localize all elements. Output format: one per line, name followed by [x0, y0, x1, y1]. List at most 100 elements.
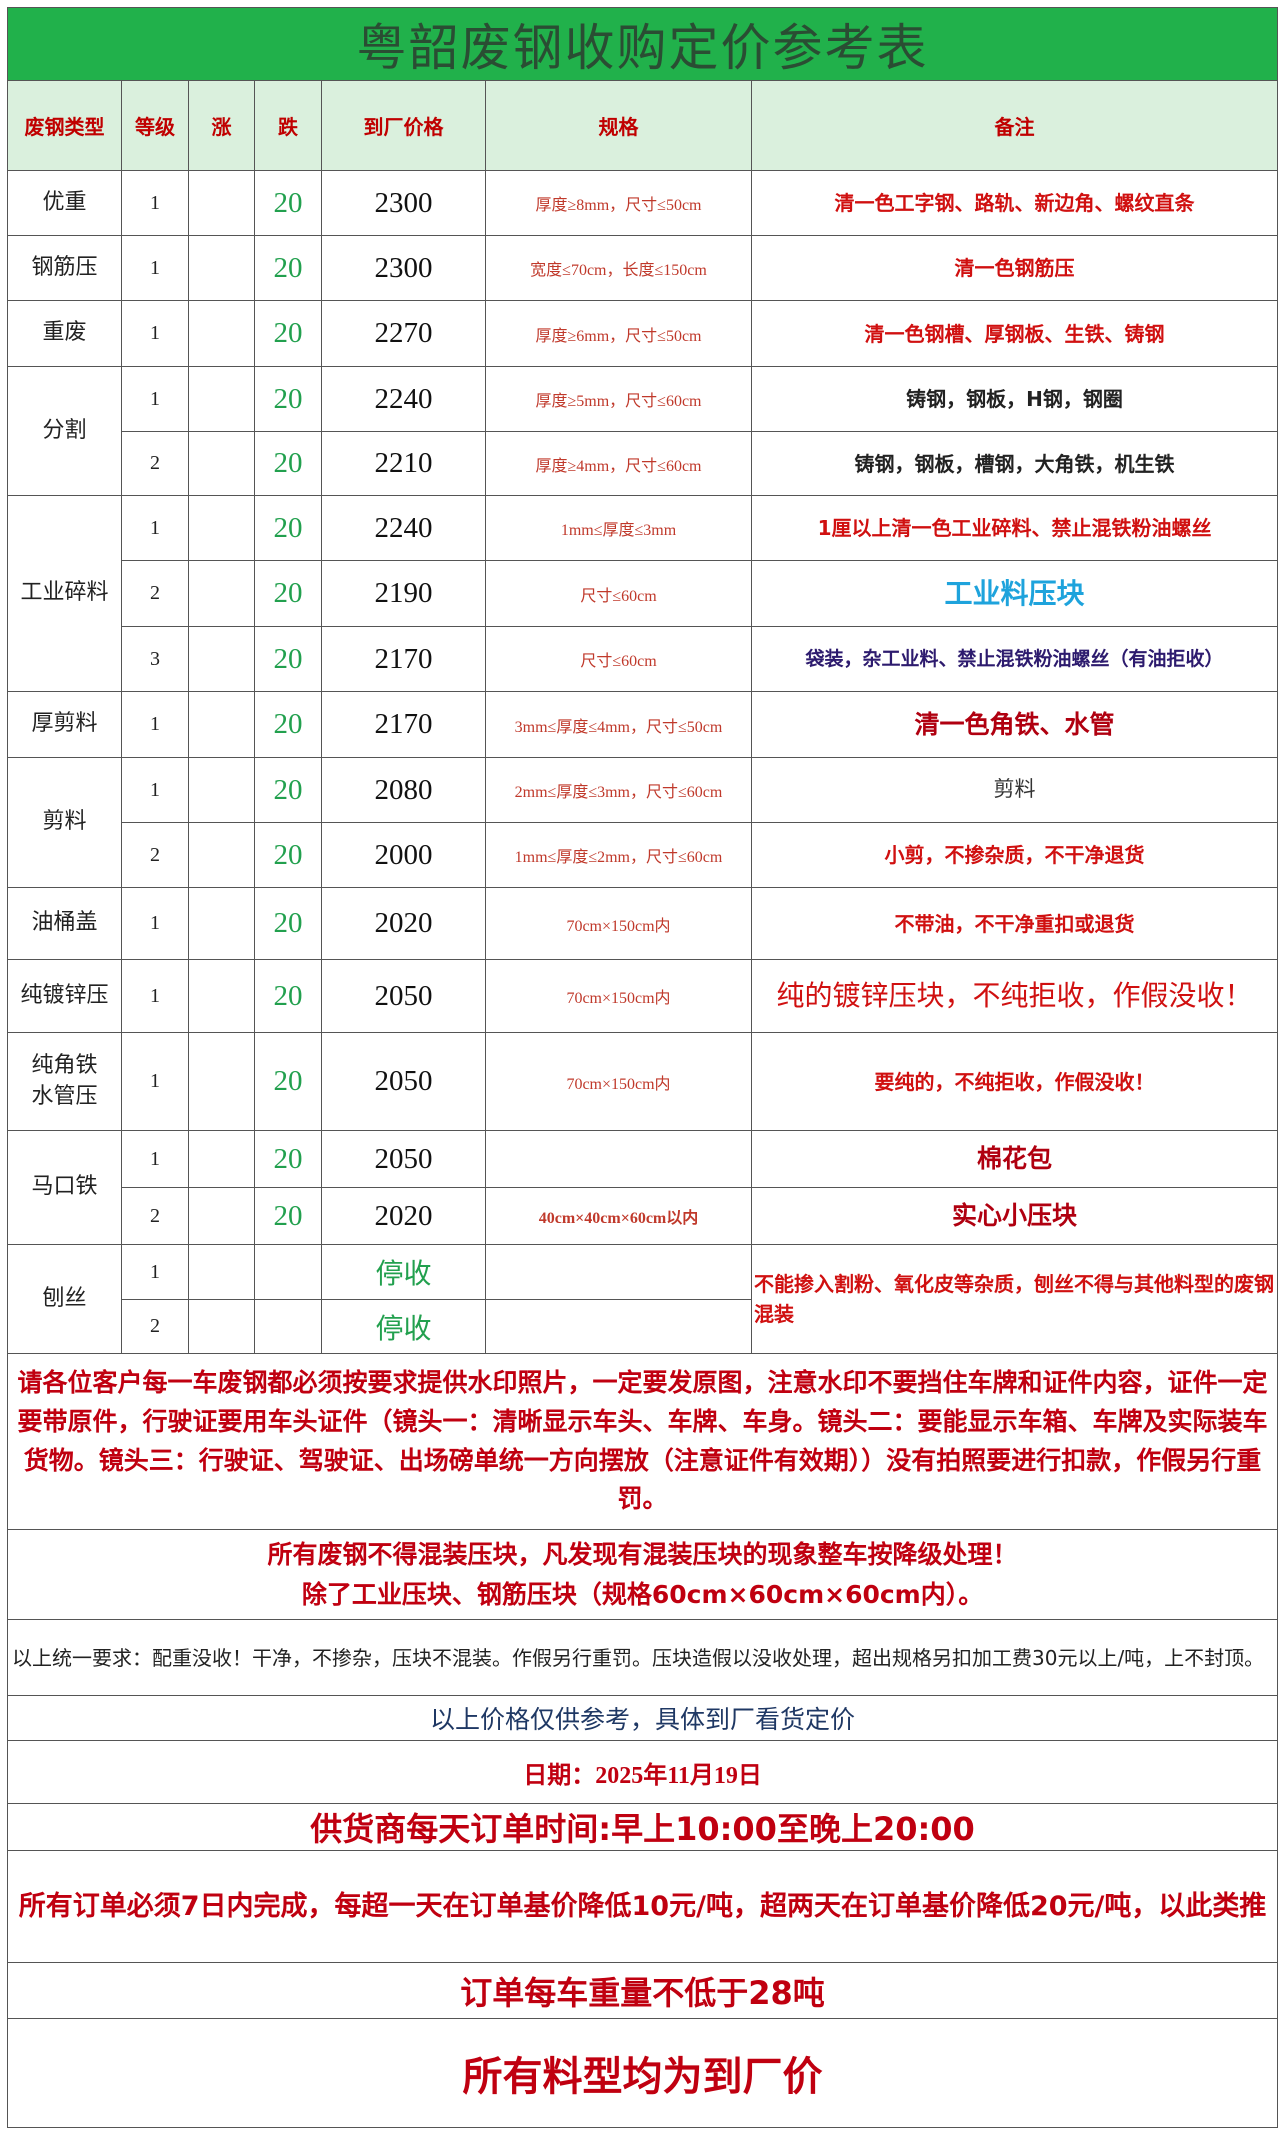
specification: [485, 1244, 752, 1300]
specification: 宽度≤70cm，长度≤150cm: [485, 235, 752, 301]
scrap-type: 油桶盖: [7, 887, 122, 960]
table-row: 厚剪料 1 20 2170 3mm≤厚度≤4mm，尺寸≤50cm 清一色角铁、水管: [7, 691, 1279, 758]
grade: 1: [121, 1130, 189, 1188]
remark: 袋装，杂工业料、禁止混铁粉油螺丝（有油拒收）: [750, 626, 1279, 692]
grade: 2: [121, 1187, 189, 1245]
factory-price: 2210: [321, 431, 486, 496]
remark: 剪料: [750, 757, 1279, 823]
scrap-type: 重废: [7, 300, 122, 367]
specification: [485, 1130, 752, 1188]
factory-price: 2170: [321, 691, 486, 758]
table-row: 剪料 1 20 2080 2mm≤厚度≤3mm，尺寸≤60cm 剪料: [7, 757, 1279, 888]
table-row: 分割 1 20 2240 厚度≥5mm，尺寸≤60cm 铸钢，钢板，H钢，钢圈: [7, 366, 1279, 496]
rise-value: [188, 691, 255, 758]
specification: 70cm×150cm内: [485, 959, 752, 1033]
scrap-type: 钢筋压: [7, 235, 122, 301]
specification: 厚度≥5mm，尺寸≤60cm: [485, 366, 752, 432]
scrap-type: 剪料: [7, 757, 122, 888]
specification: 70cm×150cm内: [485, 1032, 752, 1131]
order-hours: 供货商每天订单时间:早上10:00至晚上20:00: [6, 1803, 1279, 1851]
header-note: 备注: [750, 80, 1279, 171]
factory-price: 2000: [321, 822, 486, 888]
specification: 厚度≥8mm，尺寸≤50cm: [485, 170, 752, 236]
grade: 1: [121, 959, 189, 1033]
unified-requirements: 以上统一要求：配重没收！干净，不掺杂，压块不混装。作假另行重罚。压块造假以没收处…: [6, 1619, 1279, 1696]
factory-price: 2240: [321, 495, 486, 561]
factory-price-notice: 所有料型均为到厂价: [6, 2018, 1279, 2128]
rise-value: [188, 560, 255, 627]
factory-price: 2190: [321, 560, 486, 627]
remark: 清一色工字钢、路轨、新边角、螺纹直条: [750, 170, 1279, 236]
reference-notice: 以上价格仅供参考，具体到厂看货定价: [6, 1695, 1279, 1741]
table-row: 油桶盖 1 20 2020 70cm×150cm内 不带油，不干净重扣或退货: [7, 887, 1279, 960]
remark: 不能掺入割粉、氧化皮等杂质，刨丝不得与其他料型的废钢混装: [750, 1244, 1279, 1354]
grade: 1: [121, 1032, 189, 1131]
table-row: 钢筋压 1 20 2300 宽度≤70cm，长度≤150cm 清一色钢筋压: [7, 235, 1279, 301]
grade: 2: [121, 822, 189, 888]
fall-value: 20: [254, 887, 322, 960]
page-title: 粤韶废钢收购定价参考表: [6, 7, 1279, 81]
fall-value: 20: [254, 822, 322, 888]
specification: 70cm×150cm内: [485, 887, 752, 960]
grade: 1: [121, 495, 189, 561]
factory-price: 2170: [321, 626, 486, 692]
factory-price: 2270: [321, 300, 486, 367]
rise-value: [188, 626, 255, 692]
grade: 1: [121, 887, 189, 960]
grade: 1: [121, 691, 189, 758]
table-row: 2 20 2000 1mm≤厚度≤2mm，尺寸≤60cm 小剪，不掺杂质，不干净退货: [8, 822, 1279, 888]
table-row: 刨丝 1 停收 不能掺入割粉、氧化皮等杂质，刨丝不得与其他料型的废钢混装: [7, 1244, 1279, 1354]
remark: 清一色钢槽、厚钢板、生铁、铸钢: [750, 300, 1279, 367]
remark: 铸钢，钢板，H钢，钢圈: [750, 366, 1279, 432]
table-row: 纯角铁 水管压 1 20 2050 70cm×150cm内 要纯的，不纯拒收，作假没收！: [7, 1032, 1279, 1131]
header-price: 到厂价格: [321, 80, 486, 171]
factory-price: 2080: [321, 757, 486, 823]
rise-value: [188, 366, 255, 432]
fall-value: 20: [254, 959, 322, 1033]
header-rise: 涨: [188, 80, 255, 171]
fall-value: [254, 1299, 322, 1354]
fall-value: 20: [254, 495, 322, 561]
header-fall: 跌: [254, 80, 322, 171]
rise-value: [188, 757, 255, 823]
specification: 1mm≤厚度≤2mm，尺寸≤60cm: [485, 822, 752, 888]
factory-price: 2240: [321, 366, 486, 432]
rise-value: [188, 959, 255, 1033]
remark: 工业料压块: [750, 560, 1279, 627]
remark: 小剪，不掺杂质，不干净退货: [750, 822, 1279, 888]
remark: 要纯的，不纯拒收，作假没收！: [750, 1032, 1279, 1131]
factory-price: 2300: [321, 235, 486, 301]
header-type: 废钢类型: [7, 80, 122, 171]
rise-value: [188, 235, 255, 301]
specification: 尺寸≤60cm: [485, 560, 752, 627]
table-row: 工业碎料 1 20 2240 1mm≤厚度≤3mm 1厘以上清一色工业碎料、禁止混铁粉油螺…: [7, 495, 1279, 692]
specification: 厚度≥6mm，尺寸≤50cm: [485, 300, 752, 367]
rise-value: [188, 170, 255, 236]
remark: 棉花包: [750, 1130, 1279, 1188]
table-row: 重废 1 20 2270 厚度≥6mm，尺寸≤50cm 清一色钢槽、厚钢板、生铁、铸钢: [7, 300, 1279, 367]
specification: 40cm×40cm×60cm以内: [485, 1187, 752, 1245]
grade: 2: [121, 431, 189, 496]
specification: 尺寸≤60cm: [485, 626, 752, 692]
remark: 1厘以上清一色工业碎料、禁止混铁粉油螺丝: [750, 495, 1279, 561]
fall-value: [254, 1244, 322, 1300]
factory-price: 2050: [321, 1032, 486, 1131]
order-deadline: 所有订单必须7日内完成，每超一天在订单基价降低10元/吨，超两天在订单基价降低2…: [6, 1850, 1279, 1963]
factory-price: 停收: [321, 1244, 486, 1300]
factory-price: 2300: [321, 170, 486, 236]
remark: 清一色角铁、水管: [750, 691, 1279, 758]
specification: 3mm≤厚度≤4mm，尺寸≤50cm: [485, 691, 752, 758]
scrap-type: 优重: [7, 170, 122, 236]
remark: 铸钢，钢板，槽钢，大角铁，机生铁: [750, 431, 1279, 496]
price-table: 粤韶废钢收购定价参考表 废钢类型 等级 涨 跌 到厂价格 规格 备注 优重 1 20…: [6, 7, 1279, 2128]
scrap-type: 分割: [7, 366, 122, 496]
table-row: 纯镀锌压 1 20 2050 70cm×150cm内 纯的镀锌压块，不纯拒收，作假没收！: [7, 959, 1279, 1033]
factory-price: 2050: [321, 1130, 486, 1188]
grade: 1: [121, 757, 189, 823]
fall-value: 20: [254, 560, 322, 627]
table-row: 2 停收: [8, 1299, 1278, 1354]
header-grade: 等级: [121, 80, 189, 171]
table-row: 2 20 2020 40cm×40cm×60cm以内 实心小压块: [8, 1187, 1279, 1245]
scrap-type: 工业碎料: [7, 495, 122, 692]
table-row: 2 20 2210 厚度≥4mm，尺寸≤60cm 铸钢，钢板，槽钢，大角铁，机生铁: [8, 431, 1279, 496]
